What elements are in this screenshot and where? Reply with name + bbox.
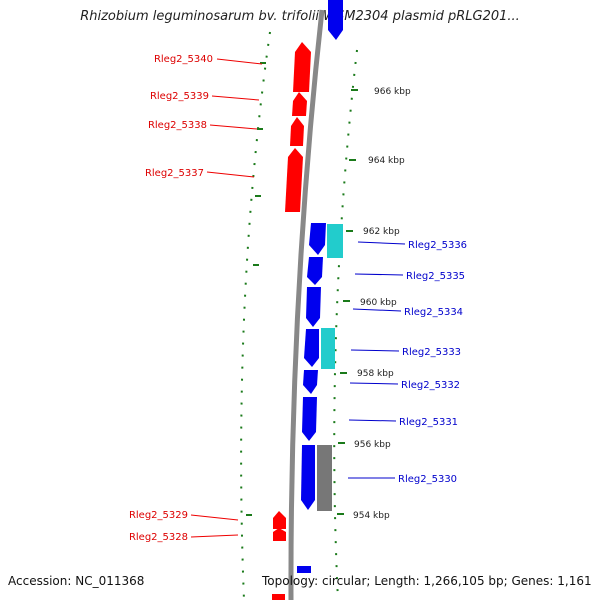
tick-label: 964 kbp xyxy=(368,156,405,166)
gene-rleg2-5338-arrow[interactable] xyxy=(290,117,304,146)
gene-rleg2-5336-arrow[interactable] xyxy=(309,223,326,255)
gene-label-rleg2-5329[interactable]: Rleg2_5329 xyxy=(129,510,188,521)
gene-label-rleg2-5333[interactable]: Rleg2_5333 xyxy=(402,347,461,358)
leader-line xyxy=(216,58,263,65)
right-tick-marks xyxy=(337,89,358,515)
leader-line xyxy=(190,534,239,538)
gene-label-rleg2-5335[interactable]: Rleg2_5335 xyxy=(406,271,465,282)
tick-label: 962 kbp xyxy=(363,227,400,237)
gene-label-rleg2-5336[interactable]: Rleg2_5336 xyxy=(408,240,467,251)
tick-label: 954 kbp xyxy=(353,511,390,521)
leader-line xyxy=(206,171,255,178)
leader-line xyxy=(354,273,404,276)
gene-bottom-red[interactable] xyxy=(272,594,285,600)
gene-rleg2-5337-arrow[interactable] xyxy=(285,148,303,212)
leader-line xyxy=(348,419,397,422)
leader-line xyxy=(352,308,402,312)
accession-label: Accession: NC_011368 xyxy=(8,574,145,588)
cyan-feature-upper[interactable] xyxy=(327,224,343,258)
cyan-feature-lower[interactable] xyxy=(321,328,335,369)
gene-label-rleg2-5331[interactable]: Rleg2_5331 xyxy=(399,417,458,428)
tick-label: 956 kbp xyxy=(354,440,391,450)
gene-top-blue-arrow[interactable] xyxy=(328,0,343,40)
gene-rleg2-5330-arrow[interactable] xyxy=(301,445,315,510)
outer-left-dotted-ring xyxy=(240,31,271,600)
gene-rleg2-5328-arrow[interactable] xyxy=(273,528,286,541)
gene-label-rleg2-5340[interactable]: Rleg2_5340 xyxy=(154,54,213,65)
gene-label-rleg2-5339[interactable]: Rleg2_5339 xyxy=(150,91,209,102)
leader-line xyxy=(209,124,258,130)
gene-label-rleg2-5337[interactable]: Rleg2_5337 xyxy=(145,168,204,179)
tick-label: 960 kbp xyxy=(360,298,397,308)
gene-bottom-blue[interactable] xyxy=(297,566,311,573)
gene-rleg2-5332-arrow[interactable] xyxy=(303,370,318,394)
gene-rleg2-5333-arrow[interactable] xyxy=(304,329,319,367)
leader-line xyxy=(350,349,400,352)
gene-rleg2-5339-arrow[interactable] xyxy=(292,92,307,116)
leader-line xyxy=(357,241,406,245)
gene-rleg2-5340-arrow[interactable] xyxy=(293,42,311,92)
gray-feature[interactable] xyxy=(317,445,332,511)
leader-line xyxy=(190,514,239,521)
gene-label-rleg2-5330[interactable]: Rleg2_5330 xyxy=(398,474,457,485)
gene-label-rleg2-5334[interactable]: Rleg2_5334 xyxy=(404,307,463,318)
gene-label-rleg2-5328[interactable]: Rleg2_5328 xyxy=(129,532,188,543)
left-tick-marks xyxy=(246,62,266,516)
gene-rleg2-5335-arrow[interactable] xyxy=(307,257,323,285)
gene-rleg2-5329-arrow[interactable] xyxy=(273,511,286,529)
gene-rleg2-5334-arrow[interactable] xyxy=(306,287,321,327)
topology-label: Topology: circular; Length: 1,266,105 bp… xyxy=(262,574,592,588)
tick-label: 958 kbp xyxy=(357,369,394,379)
gene-label-rleg2-5338[interactable]: Rleg2_5338 xyxy=(148,120,207,131)
map-title: Rhizobium leguminosarum bv. trifolii WSM… xyxy=(80,9,520,24)
leader-line xyxy=(211,95,260,101)
tick-label: 966 kbp xyxy=(374,87,411,97)
gene-label-rleg2-5332[interactable]: Rleg2_5332 xyxy=(401,380,460,391)
leader-line xyxy=(349,382,399,385)
genome-backbone xyxy=(288,9,325,600)
gene-rleg2-5331-arrow[interactable] xyxy=(302,397,317,441)
